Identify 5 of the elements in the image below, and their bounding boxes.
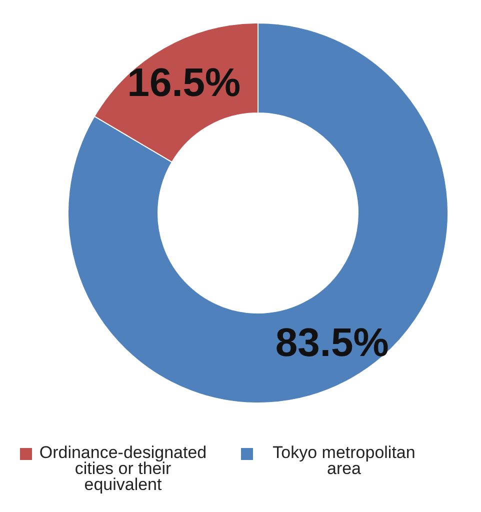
legend-label: Ordinance-designated cities or their equivalent bbox=[38, 443, 208, 494]
data-label: 16.5% bbox=[127, 61, 241, 106]
legend-label: Tokyo metropolitan area bbox=[272, 443, 416, 478]
donut-slice bbox=[68, 22, 448, 404]
data-label: 83.5% bbox=[275, 320, 389, 365]
